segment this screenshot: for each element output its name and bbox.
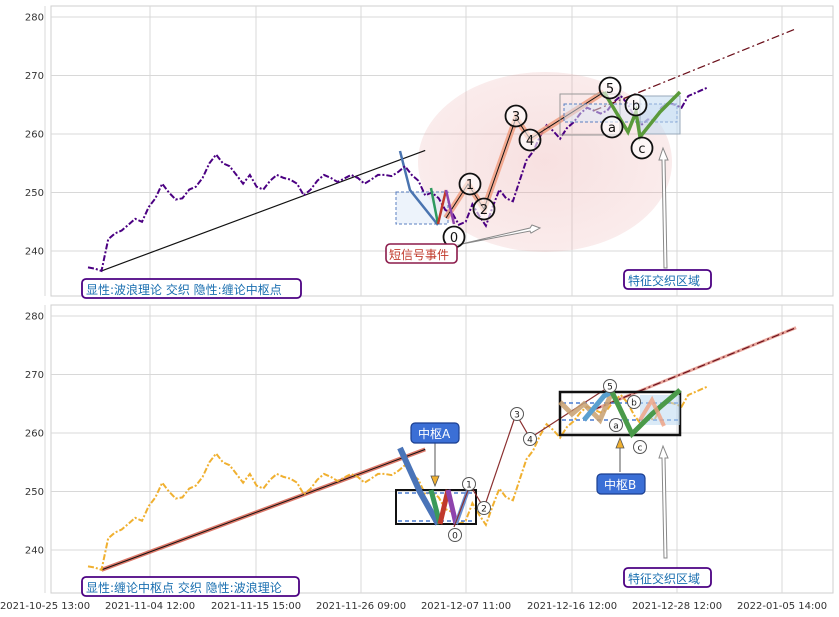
x-tick-label: 2021-11-04 12:00 — [105, 601, 195, 612]
wave-marker-label: c — [638, 142, 645, 157]
wave-marker-label: b — [632, 99, 640, 114]
top-content: 0 12 34 5 a b c — [87, 28, 797, 273]
wave-marker — [598, 76, 622, 100]
x-tick-label: 2021-11-15 15:00 — [211, 601, 301, 612]
bottom-region-label: 特征交织区域 — [628, 571, 700, 586]
x-tick-labels: 2021-10-25 13:00 2021-11-04 12:00 2021-11-… — [0, 601, 827, 612]
wave-marker-label: a — [608, 121, 616, 136]
wave-marker — [609, 418, 623, 432]
bottom-y-tick-labels: 240 250 260 270 280 — [25, 312, 44, 557]
y-tick-label: 250 — [25, 188, 44, 199]
bottom-content: 0 1 2 3 4 5 a b c — [87, 326, 797, 572]
descent-leg — [397, 446, 441, 526]
top-region-label-box: 特征交织区域 — [623, 269, 712, 290]
trend-line — [101, 149, 426, 272]
wave-marker — [462, 477, 476, 491]
event-label-box: 短信号事件 — [385, 243, 458, 264]
x-tick-label: 2021-12-28 12:00 — [632, 601, 722, 612]
wave-marker-label: 3 — [512, 110, 520, 125]
wave-marker — [504, 104, 528, 128]
wave-marker-label: 2 — [480, 203, 488, 218]
zone-b-label: 中枢B — [604, 477, 636, 492]
wave-marker-label: 5 — [606, 82, 614, 97]
top-caption: 显性:波浪理论 交织 隐性:缠论中枢点 — [86, 282, 282, 297]
top-y-tick-labels: 240 250 260 270 280 — [25, 13, 44, 258]
projection-line — [593, 327, 797, 411]
event-arrow — [456, 224, 542, 246]
wave-marker-label: 1 — [466, 178, 474, 193]
abc-wave — [602, 90, 682, 142]
wave-marker — [472, 197, 496, 221]
wave-marker-label: 0 — [450, 231, 458, 246]
wave-marker — [458, 172, 482, 196]
y-tick-label: 260 — [25, 130, 44, 141]
x-tick-label: 2021-12-07 11:00 — [421, 601, 511, 612]
wave-marker-label: 0 — [452, 532, 458, 542]
region-arrow — [658, 444, 669, 559]
wave-marker — [630, 136, 654, 160]
wave-marker-label: a — [613, 422, 619, 432]
x-tick-label: 2021-10-25 13:00 — [0, 601, 90, 612]
zone-a-label-box: 中枢A — [410, 422, 460, 444]
y-tick-label: 240 — [25, 247, 44, 258]
zone-b-inner-blue — [582, 389, 614, 422]
zone-b-label-box: 中枢B — [596, 473, 646, 495]
wave-marker — [523, 432, 537, 446]
zone-a-arrow-head — [430, 475, 440, 488]
descent-leg — [398, 150, 439, 226]
x-tick-label: 2022-01-05 14:00 — [737, 601, 827, 612]
y-tick-label: 270 — [25, 71, 44, 82]
wave-marker — [510, 407, 524, 421]
mini-wave-purple — [444, 189, 456, 225]
x-tick-label: 2021-12-16 12:00 — [527, 601, 617, 612]
wave-marker — [633, 440, 647, 454]
wave-marker-label: 2 — [481, 505, 487, 515]
mini-wave-red — [437, 489, 451, 525]
wave-marker-label: 4 — [527, 436, 533, 446]
zone-b-inner-tan — [558, 391, 615, 425]
event-label: 短信号事件 — [389, 248, 449, 262]
wave-marker — [624, 93, 648, 117]
wave-marker — [518, 128, 542, 152]
trend-line — [101, 448, 426, 571]
y-tick-label: 280 — [25, 13, 44, 24]
bottom-grid — [44, 305, 833, 593]
wave-marker-label: 4 — [526, 134, 534, 149]
bottom-region-label-box: 特征交织区域 — [623, 567, 712, 588]
top-region-label: 特征交织区域 — [628, 273, 700, 288]
wave-marker-label: 5 — [607, 383, 613, 393]
y-tick-label: 260 — [25, 429, 44, 440]
top-caption-box: 显性:波浪理论 交织 隐性:缠论中枢点 — [81, 278, 302, 299]
mini-wave-green — [429, 187, 440, 225]
y-tick-label: 270 — [25, 370, 44, 381]
bottom-caption: 显性:缠论中枢点 交织 隐性:波浪理论 — [86, 580, 282, 595]
wave-marker-label: c — [638, 444, 643, 454]
y-tick-label: 240 — [25, 546, 44, 557]
wave-path — [453, 389, 605, 528]
abc-wave — [609, 388, 682, 439]
wave-marker — [448, 528, 462, 542]
abc-inner — [638, 395, 666, 427]
zone-a-label: 中枢A — [418, 426, 451, 441]
x-tick-label: 2021-11-26 09:00 — [316, 601, 406, 612]
wave-marker — [627, 395, 641, 409]
mini-wave-purple — [445, 489, 459, 525]
mini-wave-red — [436, 189, 448, 225]
wave-marker — [477, 501, 491, 515]
bottom-panel-frame — [50, 304, 834, 594]
wave-marker — [603, 379, 617, 393]
wave-marker — [600, 115, 624, 139]
bottom-caption-box: 显性:缠论中枢点 交织 隐性:波浪理论 — [81, 576, 300, 597]
y-tick-label: 280 — [25, 312, 44, 323]
wave-marker-label: b — [631, 399, 637, 409]
mini-wave-green — [428, 489, 443, 525]
wave-marker-label: 1 — [466, 481, 472, 491]
y-tick-label: 250 — [25, 487, 44, 498]
projection-line — [593, 28, 797, 112]
region-arrow — [658, 146, 669, 269]
zone-b-arrow-head — [615, 436, 625, 449]
wave-marker-label: 3 — [514, 411, 520, 421]
